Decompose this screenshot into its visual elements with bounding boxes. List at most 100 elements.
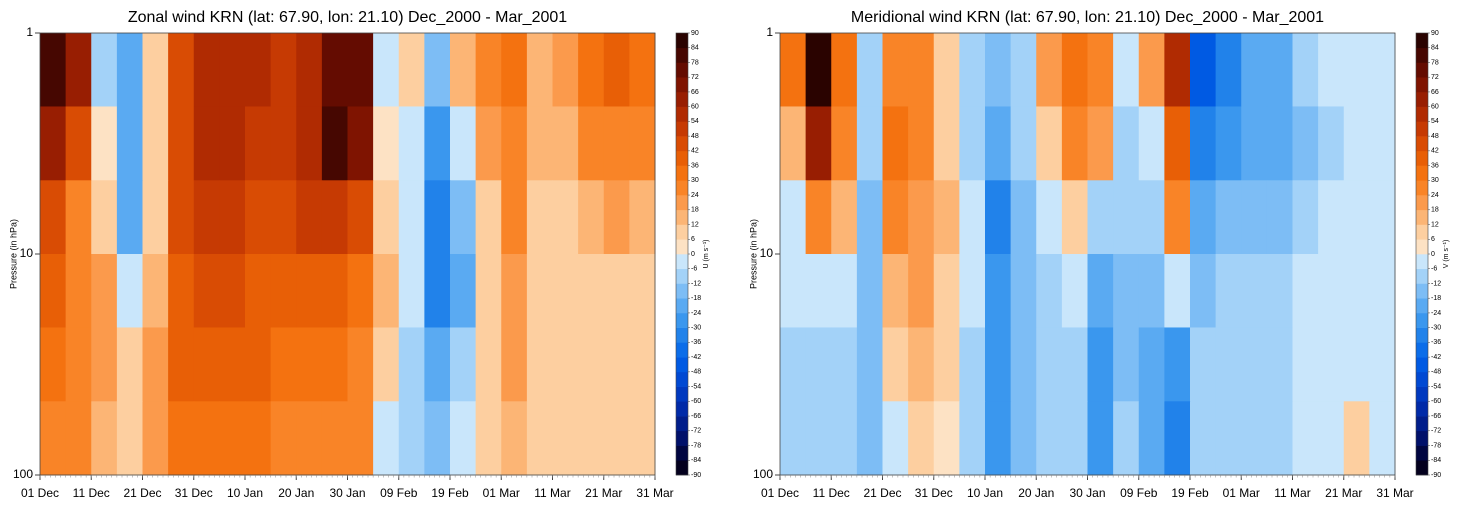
heat-cell [603, 33, 630, 107]
colorbar-segment [676, 283, 688, 299]
colorbar-segment [676, 357, 688, 373]
heat-cell [603, 254, 630, 328]
colorbar-tick-label: 78 [691, 59, 699, 66]
heat-cell [1215, 106, 1242, 181]
colorbar-segment [1416, 445, 1428, 461]
heat-cell [985, 327, 1012, 402]
colorbar-tick-label: -42 [691, 354, 701, 361]
heat-cell [321, 401, 348, 476]
heat-cell [1343, 33, 1370, 107]
heat-cell [475, 401, 502, 476]
heat-cell [1138, 33, 1165, 107]
heat-cell [270, 106, 297, 181]
colorbar-tick-label: 12 [691, 221, 699, 228]
x-tick-label: 11 Mar [1274, 486, 1310, 500]
x-tick-label: 01 Dec [761, 486, 799, 500]
heat-cell [296, 33, 323, 107]
heat-cell [578, 254, 605, 328]
heat-cell [1369, 33, 1396, 107]
heat-cell [424, 106, 451, 181]
heat-cell [1138, 401, 1165, 476]
colorbar-segment [1416, 371, 1428, 387]
heat-cell [321, 106, 348, 181]
heat-cell [856, 401, 883, 476]
y-tick-label: 1 [766, 25, 773, 39]
heat-cell [1343, 254, 1370, 328]
heat-cell [347, 327, 374, 402]
colorbar-tick-label: 42 [691, 148, 699, 155]
colorbar-segment [1416, 416, 1428, 432]
heat-cell [398, 254, 425, 328]
heat-cell [1215, 254, 1242, 328]
heat-cell [780, 106, 807, 181]
heat-cell [629, 327, 656, 402]
colorbar-segment [1416, 150, 1428, 166]
x-tick-label: 21 Dec [123, 486, 161, 500]
heat-cell [1087, 401, 1114, 476]
heat-cell [1164, 401, 1191, 476]
colorbar-tick-label: 30 [1431, 177, 1439, 184]
heat-cell [270, 254, 297, 328]
x-tick-label: 31 Mar [636, 486, 673, 500]
colorbar-segment [676, 62, 688, 78]
heat-cell [933, 33, 960, 107]
heat-cell [168, 327, 195, 402]
heat-cell [552, 180, 579, 255]
heat-cell [1061, 327, 1088, 402]
colorbar-segment [1416, 283, 1428, 299]
heat-cell [1164, 327, 1191, 402]
x-tick-label: 09 Feb [380, 486, 418, 500]
x-tick-label: 31 Dec [175, 486, 213, 500]
heat-cell [142, 254, 169, 328]
heat-cell [856, 180, 883, 255]
heat-cell [475, 33, 502, 107]
heat-cell [1266, 401, 1293, 476]
heat-cell [552, 254, 579, 328]
heat-cell [1215, 33, 1242, 107]
colorbar-tick-label: -36 [1431, 339, 1441, 346]
heat-cell [1010, 180, 1037, 255]
heat-cell [1318, 401, 1345, 476]
heat-cell [501, 106, 528, 181]
heat-cell [398, 180, 425, 255]
chart-title: Zonal wind KRN (lat: 67.90, lon: 21.10) … [128, 9, 567, 26]
heat-cell [1138, 327, 1165, 402]
heat-cell [1010, 254, 1037, 328]
colorbar-segment [1416, 165, 1428, 181]
heat-cell [245, 33, 272, 107]
colorbar-tick-label: -30 [691, 325, 701, 332]
heat-cell [908, 327, 935, 402]
heat-cell [1318, 327, 1345, 402]
colorbar-segment [1416, 268, 1428, 284]
heat-cell [1036, 401, 1063, 476]
colorbar-segment [676, 106, 688, 122]
colorbar-tick-label: 66 [1431, 89, 1439, 96]
heat-cell [1190, 327, 1217, 402]
y-tick-label: 1 [26, 25, 33, 39]
heat-cell [424, 327, 451, 402]
heat-cell [373, 106, 400, 181]
heat-cell [1292, 106, 1319, 181]
colorbar-segment [1416, 254, 1428, 270]
heat-cell [1241, 327, 1268, 402]
colorbar-segment [1416, 342, 1428, 358]
heat-cell [116, 327, 143, 402]
colorbar-label: V (m s⁻¹) [1443, 240, 1450, 269]
colorbar-segment [676, 401, 688, 417]
heat-cell [985, 254, 1012, 328]
heat-cell [1113, 327, 1140, 402]
heat-cell [193, 254, 220, 328]
heat-cell [245, 106, 272, 181]
x-tick-label: 01 Dec [21, 486, 59, 500]
heat-cell [142, 33, 169, 107]
colorbar-tick-label: 84 [691, 45, 699, 52]
heat-cell [193, 33, 220, 107]
heat-cell [65, 106, 92, 181]
x-tick-label: 01 Mar [1223, 486, 1260, 500]
heat-cell [65, 327, 92, 402]
colorbar-segment [676, 254, 688, 270]
heat-cell [424, 33, 451, 107]
colorbar-segment [1416, 460, 1428, 476]
colorbar-tick-label: -30 [1431, 325, 1441, 332]
heat-cell [475, 327, 502, 402]
